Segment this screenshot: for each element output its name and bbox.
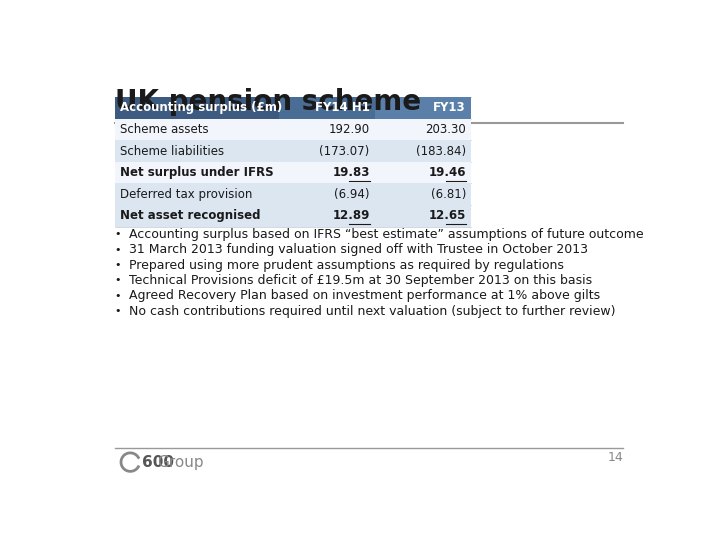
Text: 600: 600 (142, 455, 174, 470)
Text: •: • (114, 291, 121, 301)
Text: •: • (114, 245, 121, 254)
Text: Accounting surplus based on IFRS “best estimate” assumptions of future outcome: Accounting surplus based on IFRS “best e… (129, 228, 644, 241)
Text: Scheme liabilities: Scheme liabilities (120, 145, 225, 158)
Bar (114, 97, 279, 119)
Text: 31 March 2013 funding valuation signed off with Trustee in October 2013: 31 March 2013 funding valuation signed o… (129, 243, 588, 256)
Text: (173.07): (173.07) (320, 145, 369, 158)
Text: 19.46: 19.46 (428, 166, 466, 179)
Text: Agreed Recovery Plan based on investment performance at 1% above gilts: Agreed Recovery Plan based on investment… (129, 289, 600, 302)
Text: (6.94): (6.94) (334, 188, 369, 201)
Text: (6.81): (6.81) (431, 188, 466, 201)
Text: No cash contributions required until next valuation (subject to further review): No cash contributions required until nex… (129, 305, 616, 318)
Text: FY13: FY13 (433, 102, 466, 114)
Bar (114, 140, 472, 162)
Text: 14: 14 (608, 451, 624, 464)
Bar (114, 184, 472, 205)
Bar (114, 205, 472, 226)
Text: Scheme assets: Scheme assets (120, 123, 209, 136)
Bar (114, 162, 472, 184)
Text: •: • (114, 275, 121, 286)
Text: Group: Group (157, 455, 203, 470)
Text: 12.89: 12.89 (332, 209, 369, 222)
Text: •: • (114, 260, 121, 270)
Text: Technical Provisions deficit of £19.5m at 30 September 2013 on this basis: Technical Provisions deficit of £19.5m a… (129, 274, 592, 287)
Text: 203.30: 203.30 (425, 123, 466, 136)
Text: 19.83: 19.83 (332, 166, 369, 179)
Text: Accounting surplus (£m): Accounting surplus (£m) (120, 102, 282, 114)
Bar (114, 119, 472, 140)
Bar (279, 97, 375, 119)
Text: Net asset recognised: Net asset recognised (120, 209, 261, 222)
Text: Net surplus under IFRS: Net surplus under IFRS (120, 166, 274, 179)
Text: 12.65: 12.65 (428, 209, 466, 222)
Text: Deferred tax provision: Deferred tax provision (120, 188, 253, 201)
Text: FY14 H1: FY14 H1 (315, 102, 369, 114)
Text: •: • (114, 229, 121, 239)
Text: UK pension scheme: UK pension scheme (114, 88, 421, 116)
Text: (183.84): (183.84) (415, 145, 466, 158)
Bar (375, 97, 472, 119)
Text: Prepared using more prudent assumptions as required by regulations: Prepared using more prudent assumptions … (129, 259, 564, 272)
Text: •: • (114, 306, 121, 316)
Text: 192.90: 192.90 (328, 123, 369, 136)
